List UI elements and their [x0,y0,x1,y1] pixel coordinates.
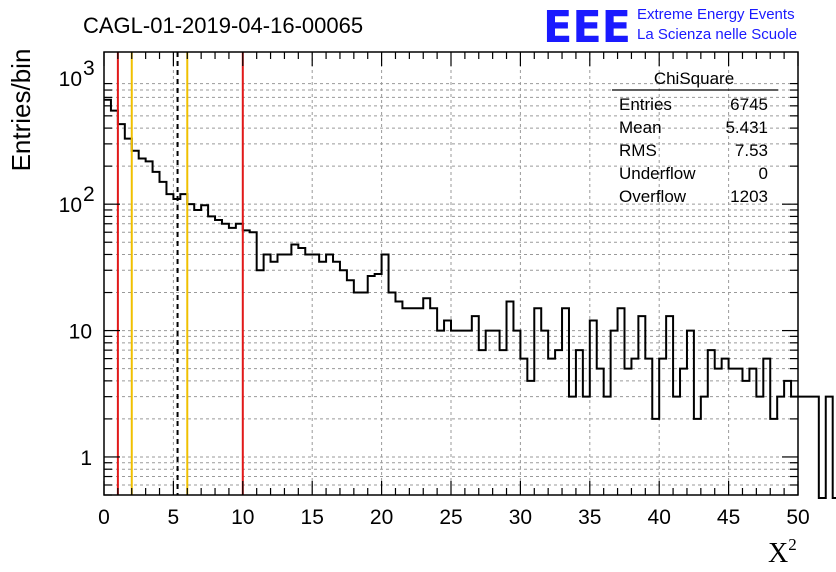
x-tick-label: 5 [168,506,180,529]
stats-rows: Entries 6745 Mean 5.431 RMS 7.53 Underflow 0 Ove… [619,95,768,206]
axes [103,51,799,496]
y-axis-label: Entries/bin [6,49,36,172]
stats-row-value: 1203 [730,187,768,206]
stats-row-label: Entries [619,95,672,114]
x-tick-label: 25 [439,506,462,529]
stats-row-label: Overflow [619,187,687,206]
reference-lines [116,52,244,495]
x-axis-label-base: X [768,538,788,569]
histogram-outline [104,98,836,499]
x-tick-label: 20 [370,506,393,529]
stats-row-value: 7.53 [735,141,768,160]
x-tick-label: 10 [231,506,254,529]
x-tick-label: 15 [301,506,324,529]
y-tick-label: 10 [59,68,82,91]
stats-title: ChiSquare [654,69,734,88]
y-tick-label: 10 [59,194,82,217]
stats-row-label: RMS [619,141,657,160]
chart-title: CAGL-01-2019-04-16-00065 [83,13,363,38]
logo-mark: EEE [543,2,631,53]
y-tick-label-exponent: 3 [83,57,95,80]
x-axis-label-sup: 2 [788,535,797,554]
x-tick-label: 45 [717,506,740,529]
x-tick-label: 35 [578,506,601,529]
x-tick-label: 50 [786,506,809,529]
x-tick-label: 0 [98,506,110,529]
stats-row-label: Underflow [619,164,696,183]
y-tick-label-exponent: 2 [83,183,95,206]
x-axis-label: X2 [768,535,797,569]
x-tick-label: 30 [509,506,532,529]
stats-row-value: 0 [759,164,768,183]
stats-box: ChiSquare Entries 6745 Mean 5.431 RMS 7.53 Und… [612,69,778,206]
stats-row-label: Mean [619,118,662,137]
logo-line-2: La Scienza nelle Scuole [637,26,797,43]
grid [104,52,798,495]
eee-logo: EEE Extreme Energy Events La Scienza nel… [543,2,797,53]
x-tick-labels: 0 5 10 15 20 25 30 35 40 45 50 [98,506,810,529]
histogram [104,98,836,499]
y-tick-label: 1 [80,447,92,470]
x-tick-label: 40 [648,506,671,529]
stats-row-value: 5.431 [725,118,768,137]
logo-line-1: Extreme Energy Events [637,6,795,23]
stats-row-value: 6745 [730,95,768,114]
y-tick-label: 10 [69,321,92,344]
